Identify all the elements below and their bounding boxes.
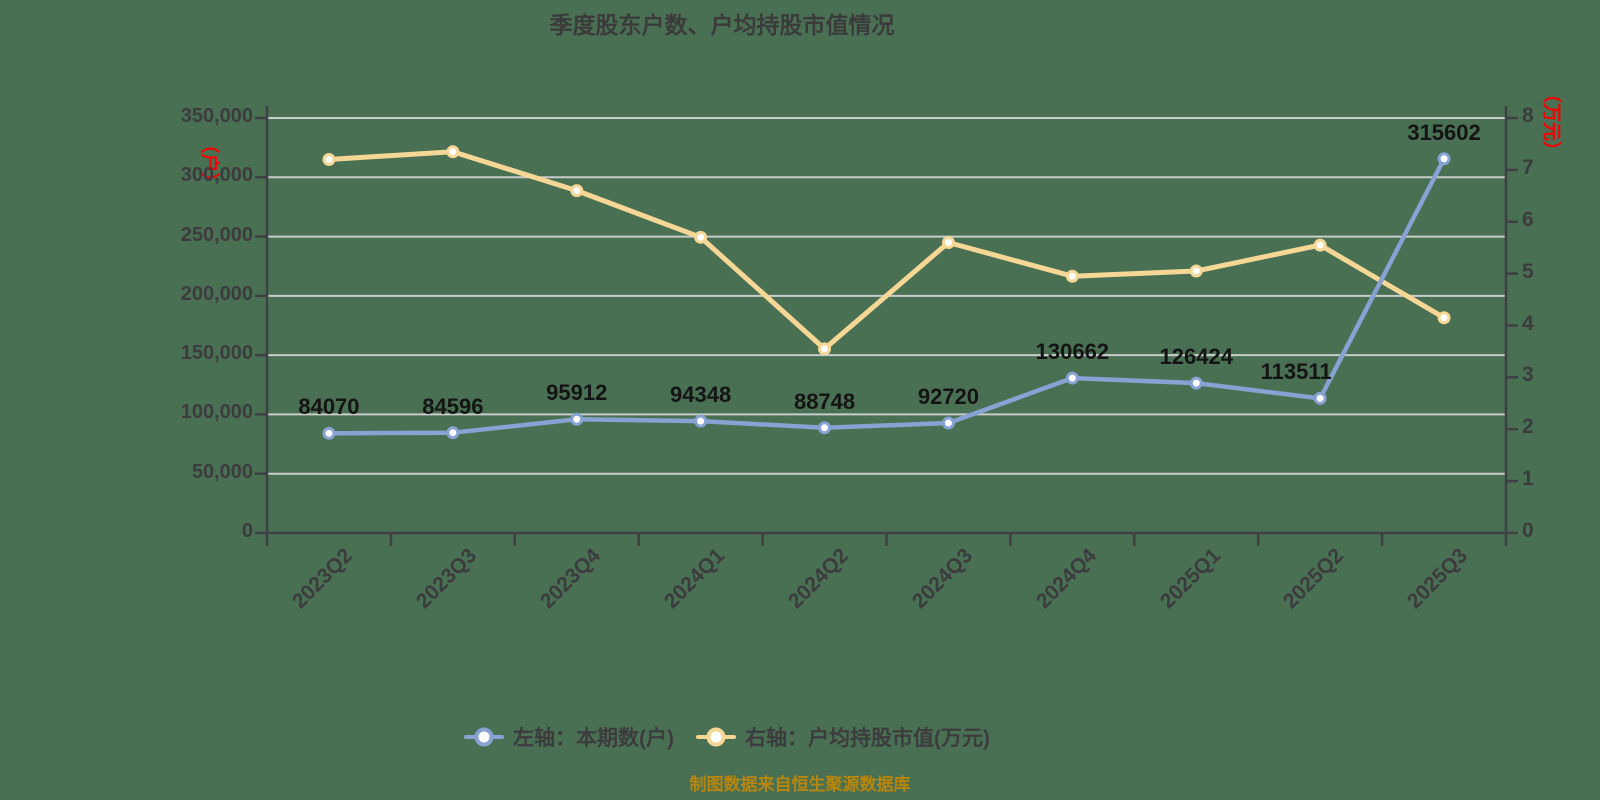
data-point-marker bbox=[322, 153, 336, 166]
data-point-marker bbox=[322, 426, 336, 440]
y-axis-tick-label: 350,000 bbox=[180, 105, 253, 127]
data-point-marker bbox=[1437, 152, 1451, 166]
data-label: 95912 bbox=[546, 380, 608, 406]
data-point-marker bbox=[694, 414, 708, 428]
data-label: 315602 bbox=[1407, 119, 1481, 145]
data-label: 126424 bbox=[1159, 344, 1233, 370]
right-axis-tick-label: 6 bbox=[1522, 207, 1534, 231]
legend-marker-yellow bbox=[696, 727, 736, 747]
data-point-marker bbox=[1065, 371, 1079, 385]
legend-item-avg-holding-value[interactable]: 右轴：户均持股市值(万元) bbox=[696, 722, 990, 752]
series-line bbox=[326, 149, 1447, 352]
data-label: 94348 bbox=[670, 382, 732, 408]
right-axis-tick-label: 4 bbox=[1522, 311, 1534, 335]
data-label: 84596 bbox=[422, 393, 484, 419]
series-line bbox=[326, 156, 1447, 436]
data-point-marker bbox=[818, 421, 832, 435]
data-point-marker bbox=[1313, 238, 1327, 252]
data-point-marker bbox=[1437, 311, 1451, 325]
data-point-marker bbox=[1189, 264, 1203, 278]
data-point-marker bbox=[570, 184, 584, 198]
data-point-marker bbox=[941, 236, 955, 249]
y-axis-tick-label: 50,000 bbox=[191, 460, 253, 483]
data-point-marker bbox=[570, 412, 584, 426]
data-point-marker bbox=[1065, 269, 1079, 283]
right-axis-tick-label: 7 bbox=[1522, 155, 1534, 179]
right-axis-tick-label: 1 bbox=[1522, 467, 1534, 491]
data-point-marker bbox=[446, 145, 460, 159]
data-point-marker bbox=[818, 342, 832, 356]
data-point-marker bbox=[446, 426, 460, 440]
data-label: 88748 bbox=[793, 388, 856, 414]
data-label: 84070 bbox=[298, 394, 360, 420]
legend-label: 右轴：户均持股市值(万元) bbox=[745, 727, 990, 750]
data-point-marker bbox=[1189, 376, 1203, 390]
data-point-marker bbox=[1313, 391, 1327, 405]
y-axis-tick-label: 250,000 bbox=[180, 223, 253, 246]
right-axis-tick-label: 8 bbox=[1522, 104, 1534, 127]
legend-item-shareholder-count[interactable]: 左轴：本期数(户) bbox=[464, 722, 674, 752]
legend-marker-blue bbox=[464, 727, 504, 747]
chart-title: 季度股东户数、户均持股市值情况 bbox=[549, 12, 895, 38]
legend: 左轴：本期数(户) 右轴：户均持股市值(万元) bbox=[464, 722, 990, 752]
right-axis-tick-label: 3 bbox=[1522, 363, 1534, 387]
data-point-marker bbox=[694, 230, 708, 244]
y-axis-tick-label: 200,000 bbox=[180, 282, 253, 305]
right-axis-tick-label: 5 bbox=[1522, 259, 1534, 283]
legend-label: 左轴：本期数(户) bbox=[513, 727, 674, 750]
y-axis-tick-label: 0 bbox=[241, 520, 253, 542]
legend-dot-icon bbox=[474, 727, 494, 747]
data-point-marker bbox=[941, 416, 955, 430]
y-axis-tick-label: 100,000 bbox=[180, 401, 253, 424]
y-axis-tick-label: 150,000 bbox=[180, 342, 253, 365]
legend-dot-icon bbox=[706, 727, 726, 747]
right-axis-tick-label: 2 bbox=[1522, 415, 1534, 439]
data-label: 130662 bbox=[1035, 339, 1110, 365]
data-label: 113511 bbox=[1260, 359, 1332, 385]
y-axis-tick-label: 300,000 bbox=[180, 164, 253, 187]
right-axis-tick-label: 0 bbox=[1522, 519, 1534, 542]
data-label: 92720 bbox=[917, 384, 980, 410]
source-note: 制图数据来自恒生聚源数据库 bbox=[689, 775, 911, 794]
